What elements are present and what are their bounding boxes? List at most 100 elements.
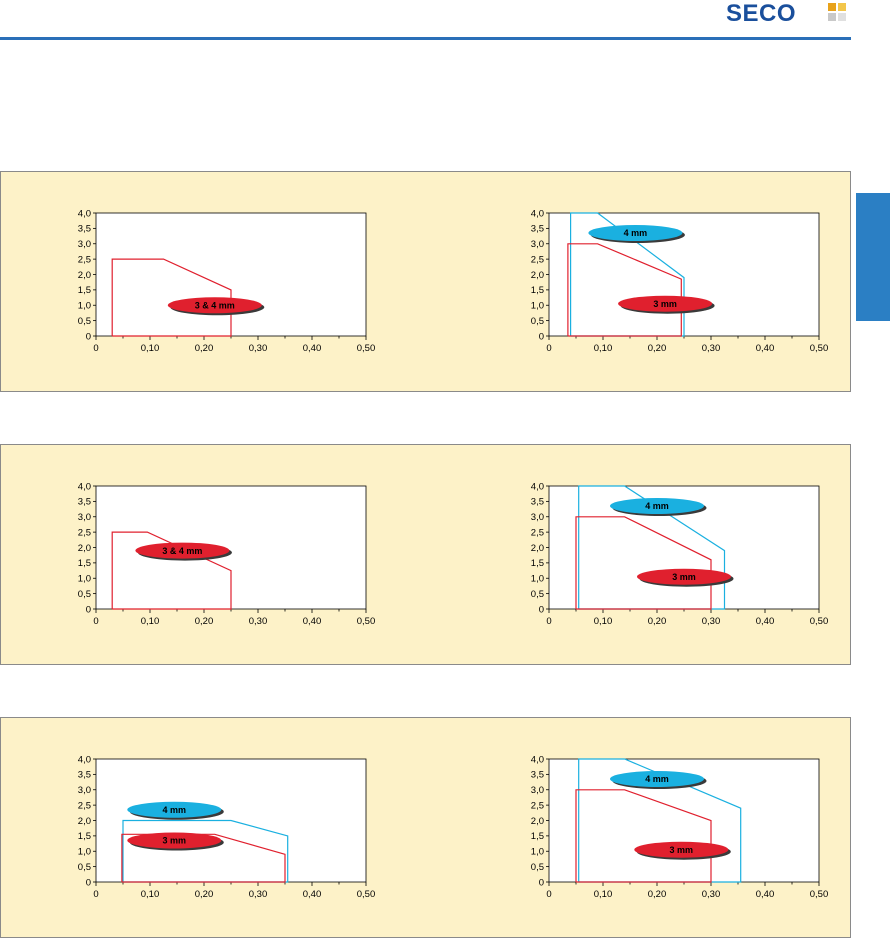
y-tick-label: 0,5 <box>78 862 91 873</box>
series-label: 4 mm <box>610 497 707 516</box>
y-tick-label: 3,5 <box>531 497 544 508</box>
y-tick-label: 3,5 <box>531 770 544 781</box>
series-label-text: 3 & 4 mm <box>162 546 202 556</box>
series-outline <box>575 789 712 883</box>
series-label-pill <box>634 841 729 858</box>
x-tick-label: 0,30 <box>702 343 721 354</box>
series-label-pill <box>127 832 222 849</box>
y-tick-label: 0,5 <box>531 589 544 600</box>
y-tick-label: 2,5 <box>78 254 91 265</box>
x-tick-label: 0 <box>93 616 98 627</box>
y-tick-label: 1,0 <box>78 301 91 312</box>
chart-0: 0 0,5 1,0 1,5 2,0 2,5 3,0 3,5 4,0 0 0,10 0,20 0,30 0,… <box>78 208 375 354</box>
x-tick-label: 0,20 <box>648 889 667 900</box>
series-label-text: 3 mm <box>670 845 694 855</box>
chart-4: 0 0,5 1,0 1,5 2,0 2,5 3,0 3,5 4,0 0 0,10 0,20 0,30 0,… <box>78 754 375 900</box>
y-tick-label: 2,0 <box>78 816 91 827</box>
y-tick-label: 1,0 <box>78 847 91 858</box>
y-tick-label: 3,0 <box>78 239 91 250</box>
seco-logo-text: SECO <box>726 0 797 27</box>
y-tick-label: 0 <box>86 331 91 342</box>
y-tick-label: 1,5 <box>531 285 544 296</box>
y-tick-label: 1,0 <box>531 847 544 858</box>
y-tick-label: 2,0 <box>531 543 544 554</box>
x-tick-label: 0,20 <box>195 616 214 627</box>
series-label-text: 3 mm <box>163 836 187 846</box>
x-tick-label: 0,10 <box>141 889 160 900</box>
y-tick-label: 0,5 <box>78 316 91 327</box>
header-rule <box>0 37 851 40</box>
x-tick-label: 0,50 <box>810 343 829 354</box>
chart-panel-1: 0 0,5 1,0 1,5 2,0 2,5 3,0 3,5 4,0 0 0,10 0,20 0,30 0,… <box>0 171 851 392</box>
y-tick-label: 4,0 <box>531 754 544 765</box>
y-tick-label: 1,0 <box>78 574 91 585</box>
x-tick-label: 0,10 <box>141 616 160 627</box>
y-tick-label: 4,0 <box>78 754 91 765</box>
x-tick-label: 0,40 <box>303 889 322 900</box>
y-tick-label: 0,5 <box>531 862 544 873</box>
x-tick-label: 0,20 <box>195 343 214 354</box>
seco-logo-mark <box>828 3 846 21</box>
y-tick-label: 1,0 <box>531 574 544 585</box>
y-tick-label: 2,0 <box>78 270 91 281</box>
series-label: 3 mm <box>637 568 734 587</box>
x-tick-label: 0,30 <box>702 616 721 627</box>
x-tick-label: 0,30 <box>249 343 268 354</box>
series-label-text: 3 mm <box>653 299 677 309</box>
x-tick-label: 0,50 <box>810 616 829 627</box>
series-label: 4 mm <box>127 801 224 820</box>
y-tick-label: 3,0 <box>531 512 544 523</box>
series-label-pill <box>610 497 704 514</box>
x-tick-label: 0,10 <box>594 343 613 354</box>
series-label: 4 mm <box>610 770 707 789</box>
y-tick-label: 2,0 <box>531 816 544 827</box>
series-outline <box>567 243 682 337</box>
x-tick-label: 0,40 <box>756 343 775 354</box>
y-tick-label: 1,5 <box>78 831 91 842</box>
series-label-pill <box>588 224 683 241</box>
x-tick-label: 0 <box>93 889 98 900</box>
x-tick-label: 0,30 <box>249 616 268 627</box>
x-tick-label: 0,50 <box>357 616 376 627</box>
y-tick-label: 1,5 <box>531 558 544 569</box>
series-outline <box>111 258 232 337</box>
series-label: 3 mm <box>618 295 715 314</box>
y-tick-label: 1,5 <box>531 831 544 842</box>
chart-3: 0 0,5 1,0 1,5 2,0 2,5 3,0 3,5 4,0 0 0,10 0,20 0,30 0,… <box>531 481 828 627</box>
series-label: 3 mm <box>127 832 224 851</box>
series-label-text: 3 mm <box>672 572 696 582</box>
y-tick-label: 4,0 <box>78 208 91 219</box>
y-tick-label: 0 <box>539 331 544 342</box>
x-tick-label: 0,40 <box>756 889 775 900</box>
x-tick-label: 0,10 <box>141 343 160 354</box>
x-tick-label: 0,20 <box>648 343 667 354</box>
series-label: 3 & 4 mm <box>135 542 232 561</box>
series-label-pill <box>637 568 731 585</box>
x-tick-label: 0 <box>546 889 551 900</box>
y-tick-label: 2,0 <box>531 270 544 281</box>
x-tick-label: 0,10 <box>594 616 613 627</box>
y-tick-label: 4,0 <box>531 481 544 492</box>
x-tick-label: 0,10 <box>594 889 613 900</box>
series-label-pill <box>610 770 704 787</box>
y-tick-label: 2,5 <box>78 527 91 538</box>
y-tick-label: 3,5 <box>78 497 91 508</box>
y-tick-label: 0,5 <box>78 589 91 600</box>
series-label: 3 mm <box>634 841 731 860</box>
y-tick-label: 3,5 <box>78 224 91 235</box>
chart-panel-3: 0 0,5 1,0 1,5 2,0 2,5 3,0 3,5 4,0 0 0,10 0,20 0,30 0,… <box>0 717 851 938</box>
y-tick-label: 2,5 <box>531 254 544 265</box>
y-tick-label: 4,0 <box>531 208 544 219</box>
x-tick-label: 0,20 <box>648 616 667 627</box>
y-tick-label: 1,5 <box>78 558 91 569</box>
series-outline <box>121 833 286 883</box>
y-tick-label: 0 <box>86 877 91 888</box>
series-label-text: 3 & 4 mm <box>195 300 235 310</box>
y-tick-label: 0,5 <box>531 316 544 327</box>
y-tick-label: 2,5 <box>531 800 544 811</box>
y-tick-label: 3,5 <box>78 770 91 781</box>
y-tick-label: 1,5 <box>78 285 91 296</box>
series-label-pill <box>167 297 262 314</box>
y-tick-label: 2,5 <box>78 800 91 811</box>
y-tick-label: 3,0 <box>531 239 544 250</box>
